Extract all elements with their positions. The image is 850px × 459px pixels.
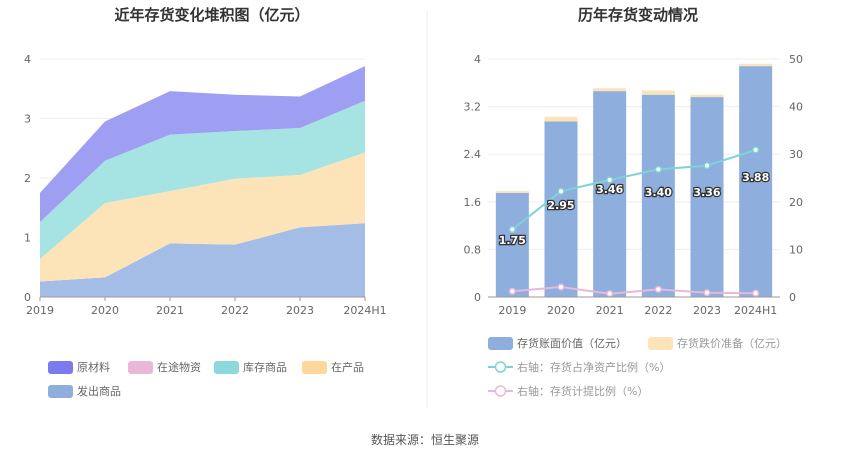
y-tick-label: 2 — [24, 172, 31, 185]
stacked-area-chart: 近年存货变化堆积图（亿元） 0 1 2 3 4 2019 2020 2021 2022 2023 20… — [24, 6, 387, 398]
x-tick-label: 2020 — [547, 304, 575, 317]
y2-tick-label: 50 — [789, 53, 803, 66]
bar-book-value — [641, 94, 675, 297]
area-发出商品 — [40, 223, 365, 297]
legend-marker — [494, 385, 507, 397]
y-tick-label: 1.6 — [464, 196, 482, 209]
area-原材料 — [40, 66, 365, 222]
legend-marker — [494, 361, 507, 373]
y-tick-label: 0 — [474, 291, 481, 304]
legend-swatch — [488, 337, 513, 350]
bar-provision — [544, 116, 578, 122]
line-point — [606, 176, 614, 184]
area-在产品 — [40, 152, 365, 282]
y2-tick-label: 0 — [789, 291, 796, 304]
line-point — [557, 283, 565, 291]
x-tick-label: 2022 — [644, 304, 672, 317]
y-tick-label: 4 — [24, 53, 31, 66]
legend-label: 右轴：存货计提比例（%） — [517, 384, 648, 398]
y-tick-label: 2.4 — [464, 148, 482, 161]
bar-provision — [495, 191, 529, 193]
line-point — [606, 290, 614, 298]
line-point — [508, 225, 516, 233]
y-tick-label: 1 — [24, 232, 31, 245]
bar-provision — [690, 94, 724, 98]
bar-data-label: 2.95 — [547, 199, 574, 212]
x-tick-label: 2024H1 — [343, 304, 386, 317]
legend-swatch — [302, 361, 327, 374]
legend-swatch — [48, 385, 73, 398]
bar-provision — [641, 90, 675, 95]
line-point — [508, 287, 516, 295]
legend-label: 库存商品 — [243, 360, 287, 374]
x-tick-label: 2019 — [498, 304, 526, 317]
x-tick-label: 2022 — [221, 304, 249, 317]
inventory-bar-chart: 历年存货变动情况00.81.62.43.24010203040501.752.9… — [464, 6, 804, 398]
chart-title: 近年存货变化堆积图（亿元） — [114, 6, 309, 24]
x-tick-label: 2024H1 — [734, 304, 777, 317]
y-tick-label: 3 — [24, 113, 31, 126]
legend-label: 在途物资 — [157, 360, 201, 374]
legend-label: 存货账面价值（亿元） — [517, 336, 627, 350]
legend-label: 存货跌价准备（亿元） — [677, 336, 787, 350]
x-tick-label: 2023 — [693, 304, 721, 317]
y2-tick-label: 10 — [789, 243, 803, 256]
bar-book-value — [739, 66, 773, 297]
bar-data-label: 3.40 — [645, 186, 672, 199]
legend-swatch — [48, 361, 73, 374]
x-tick-label: 2020 — [91, 304, 119, 317]
line-point — [703, 289, 711, 297]
bar-data-label: 3.46 — [596, 183, 623, 196]
bar-provision — [739, 63, 773, 67]
x-tick-label: 2023 — [286, 304, 314, 317]
bar-book-value — [690, 97, 724, 297]
line-point — [752, 289, 760, 297]
line-point — [557, 187, 565, 195]
y2-tick-label: 20 — [789, 196, 803, 209]
y-tick-label: 4 — [474, 53, 481, 66]
legend-label: 右轴：存货占净资产比例（%） — [517, 360, 670, 374]
bar-book-value — [495, 192, 529, 297]
bar-book-value — [544, 121, 578, 297]
line-provision-ratio — [512, 285, 756, 295]
legend-label: 发出商品 — [77, 384, 121, 398]
data-source-note: 数据来源：恒生聚源 — [371, 432, 479, 447]
legend-label: 原材料 — [77, 360, 110, 374]
line-point — [654, 165, 662, 173]
y-tick-label: 0 — [24, 291, 31, 304]
area-库存商品 — [40, 100, 365, 259]
line-point — [703, 162, 711, 170]
chart-title: 历年存货变动情况 — [578, 6, 698, 24]
line-ratio-net-assets — [511, 148, 757, 231]
x-tick-label: 2021 — [596, 304, 624, 317]
bar-data-label: 3.36 — [693, 186, 720, 199]
bar-book-value — [593, 91, 627, 297]
line-point — [752, 146, 760, 154]
bar-data-label: 1.75 — [499, 234, 526, 247]
y2-tick-label: 30 — [789, 148, 803, 161]
legend-swatch — [648, 337, 673, 350]
legend-swatch — [128, 361, 153, 374]
legend-swatch — [214, 361, 239, 374]
x-tick-label: 2019 — [26, 304, 54, 317]
line-point — [654, 285, 662, 293]
x-tick-label: 2021 — [156, 304, 184, 317]
bar-data-label: 3.88 — [742, 171, 769, 184]
y-tick-label: 3.2 — [464, 101, 482, 114]
bar-provision — [593, 88, 627, 92]
y2-tick-label: 40 — [789, 101, 803, 114]
legend-label: 在产品 — [331, 360, 364, 374]
y-tick-label: 0.8 — [464, 243, 482, 256]
